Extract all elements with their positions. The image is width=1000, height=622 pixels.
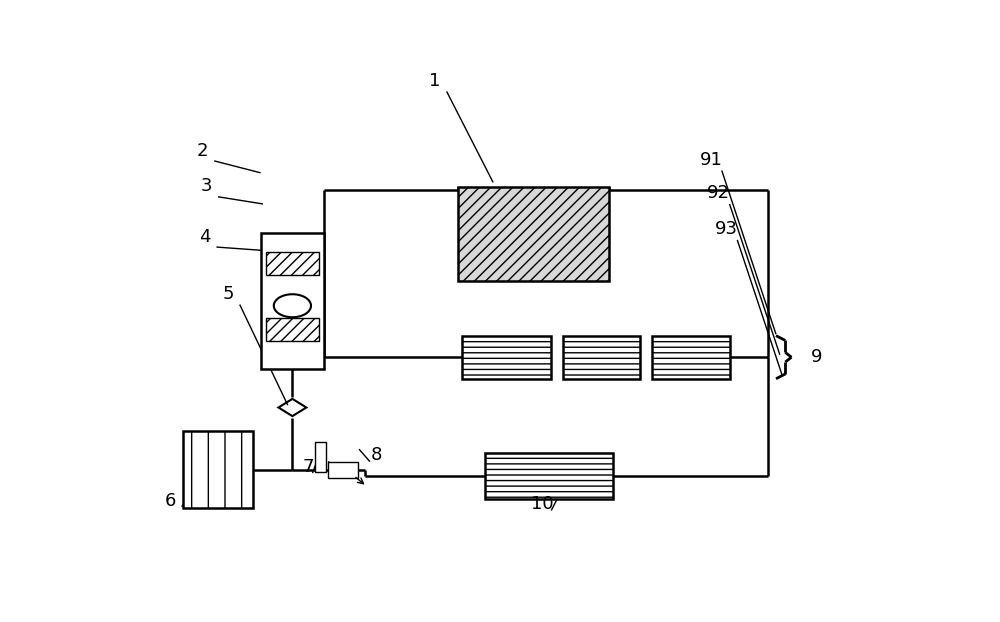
- Bar: [266, 252, 319, 275]
- Text: 91: 91: [699, 151, 722, 169]
- Text: 10: 10: [531, 495, 553, 513]
- Text: 9: 9: [811, 348, 822, 366]
- Bar: [266, 318, 319, 341]
- Bar: [261, 233, 324, 369]
- Text: 2: 2: [197, 142, 208, 160]
- Text: 4: 4: [199, 228, 211, 246]
- Bar: [652, 336, 730, 379]
- Text: 7: 7: [302, 458, 314, 476]
- Bar: [563, 336, 640, 379]
- Text: 5: 5: [222, 285, 234, 303]
- Text: 93: 93: [715, 220, 738, 238]
- Text: 1: 1: [429, 72, 441, 90]
- Bar: [315, 442, 326, 472]
- Bar: [328, 462, 358, 478]
- Text: 6: 6: [164, 491, 176, 509]
- Bar: [485, 453, 613, 498]
- Text: 3: 3: [201, 177, 212, 195]
- Bar: [458, 187, 609, 281]
- Bar: [462, 336, 551, 379]
- Text: 8: 8: [371, 447, 383, 465]
- Text: 92: 92: [707, 184, 730, 202]
- Bar: [183, 432, 253, 508]
